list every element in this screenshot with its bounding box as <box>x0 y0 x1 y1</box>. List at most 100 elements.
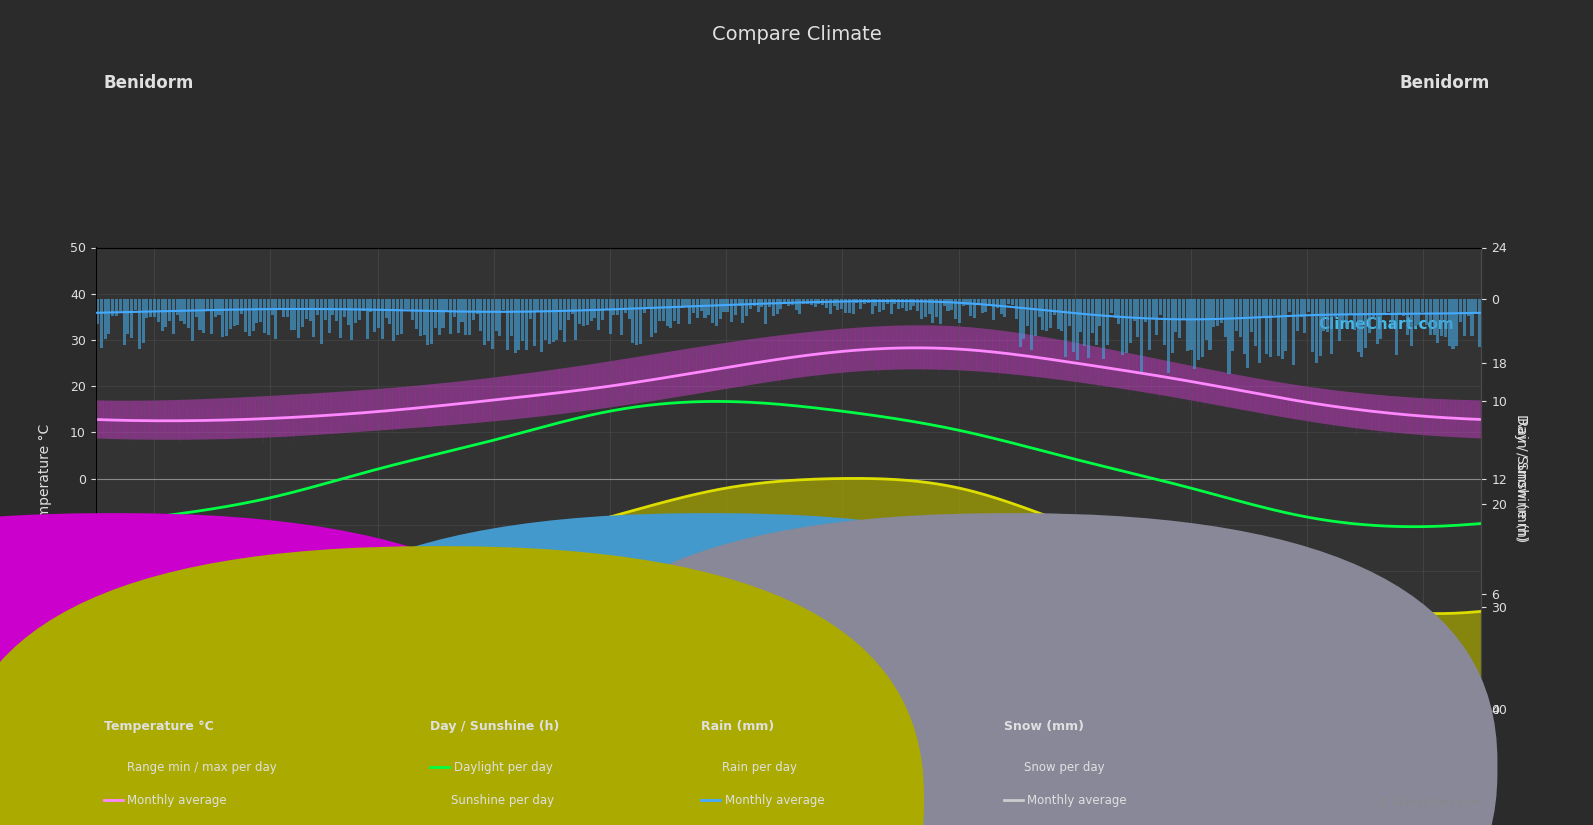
Bar <box>661 299 664 321</box>
Bar <box>315 299 319 315</box>
Bar <box>457 299 460 332</box>
Bar <box>1394 299 1397 355</box>
Y-axis label: Rain / Snow (mm): Rain / Snow (mm) <box>1513 417 1528 540</box>
Bar <box>205 299 209 311</box>
Bar <box>746 299 749 316</box>
Bar <box>142 299 145 343</box>
Bar <box>537 299 540 311</box>
Bar <box>688 299 691 324</box>
Bar <box>578 299 581 324</box>
Bar <box>647 299 650 309</box>
Bar <box>1311 299 1314 351</box>
Bar <box>1380 299 1383 338</box>
Bar <box>1129 299 1131 343</box>
Bar <box>1026 299 1029 326</box>
Bar <box>1179 299 1180 337</box>
Bar <box>1432 299 1435 335</box>
Bar <box>894 299 897 304</box>
Bar <box>1258 299 1262 363</box>
Bar <box>164 299 167 327</box>
Bar <box>951 299 953 310</box>
Bar <box>795 299 798 309</box>
Bar <box>1015 299 1018 319</box>
Bar <box>908 299 911 310</box>
Bar <box>1117 299 1120 324</box>
Bar <box>1440 299 1443 336</box>
Bar <box>430 299 433 344</box>
Bar <box>1292 299 1295 365</box>
Bar <box>202 299 205 333</box>
Bar <box>1437 299 1440 342</box>
Bar <box>1155 299 1158 335</box>
Bar <box>331 299 335 315</box>
Bar <box>373 299 376 332</box>
Bar <box>350 299 354 341</box>
Bar <box>427 299 430 345</box>
Bar <box>741 299 744 323</box>
Bar <box>776 299 779 314</box>
Bar <box>263 299 266 333</box>
Bar <box>502 299 505 310</box>
Bar <box>1086 299 1090 358</box>
Bar <box>1314 299 1317 363</box>
Bar <box>279 299 282 309</box>
Bar <box>1204 299 1207 340</box>
Bar <box>153 299 156 317</box>
Bar <box>973 299 977 318</box>
Bar <box>875 299 878 306</box>
Bar <box>335 299 338 321</box>
Bar <box>510 299 513 337</box>
Bar <box>476 299 479 314</box>
Bar <box>96 299 99 324</box>
Bar <box>787 299 790 306</box>
Text: Daylight per day: Daylight per day <box>454 761 553 774</box>
Bar <box>773 299 774 316</box>
Bar <box>1338 299 1341 342</box>
Bar <box>1262 299 1265 316</box>
Bar <box>342 299 346 318</box>
Bar <box>1235 299 1238 331</box>
Bar <box>252 299 255 331</box>
Bar <box>290 299 293 330</box>
Bar <box>1064 299 1067 357</box>
Bar <box>597 299 601 330</box>
Bar <box>229 299 233 329</box>
Y-axis label: Day / Sunshine (h): Day / Sunshine (h) <box>1513 414 1528 543</box>
Bar <box>1289 299 1292 313</box>
Bar <box>954 299 957 318</box>
Bar <box>863 299 867 304</box>
Bar <box>658 299 661 321</box>
Bar <box>389 299 392 324</box>
Bar <box>1327 299 1329 332</box>
Bar <box>589 299 593 322</box>
Text: ClimeChart.com: ClimeChart.com <box>1317 317 1454 332</box>
Bar <box>1007 299 1010 304</box>
Bar <box>468 299 472 335</box>
Bar <box>624 299 626 313</box>
Bar <box>1182 299 1185 320</box>
Bar <box>798 299 801 314</box>
Bar <box>551 299 554 342</box>
Bar <box>1061 299 1064 332</box>
Bar <box>1056 299 1059 329</box>
Bar <box>1098 299 1101 326</box>
Bar <box>104 299 107 339</box>
Bar <box>241 299 244 314</box>
Bar <box>988 299 991 305</box>
Bar <box>655 299 658 333</box>
Bar <box>734 299 738 315</box>
Bar <box>593 299 596 318</box>
Bar <box>244 299 247 332</box>
Bar <box>1478 299 1481 346</box>
Bar <box>969 299 972 316</box>
Bar <box>806 299 809 304</box>
Bar <box>704 299 707 318</box>
Bar <box>1391 299 1394 329</box>
Bar <box>526 299 527 351</box>
Bar <box>1474 299 1477 312</box>
Bar <box>1418 299 1421 325</box>
Bar <box>446 299 448 313</box>
Bar <box>753 299 757 306</box>
Bar <box>513 299 516 353</box>
Bar <box>183 299 186 324</box>
